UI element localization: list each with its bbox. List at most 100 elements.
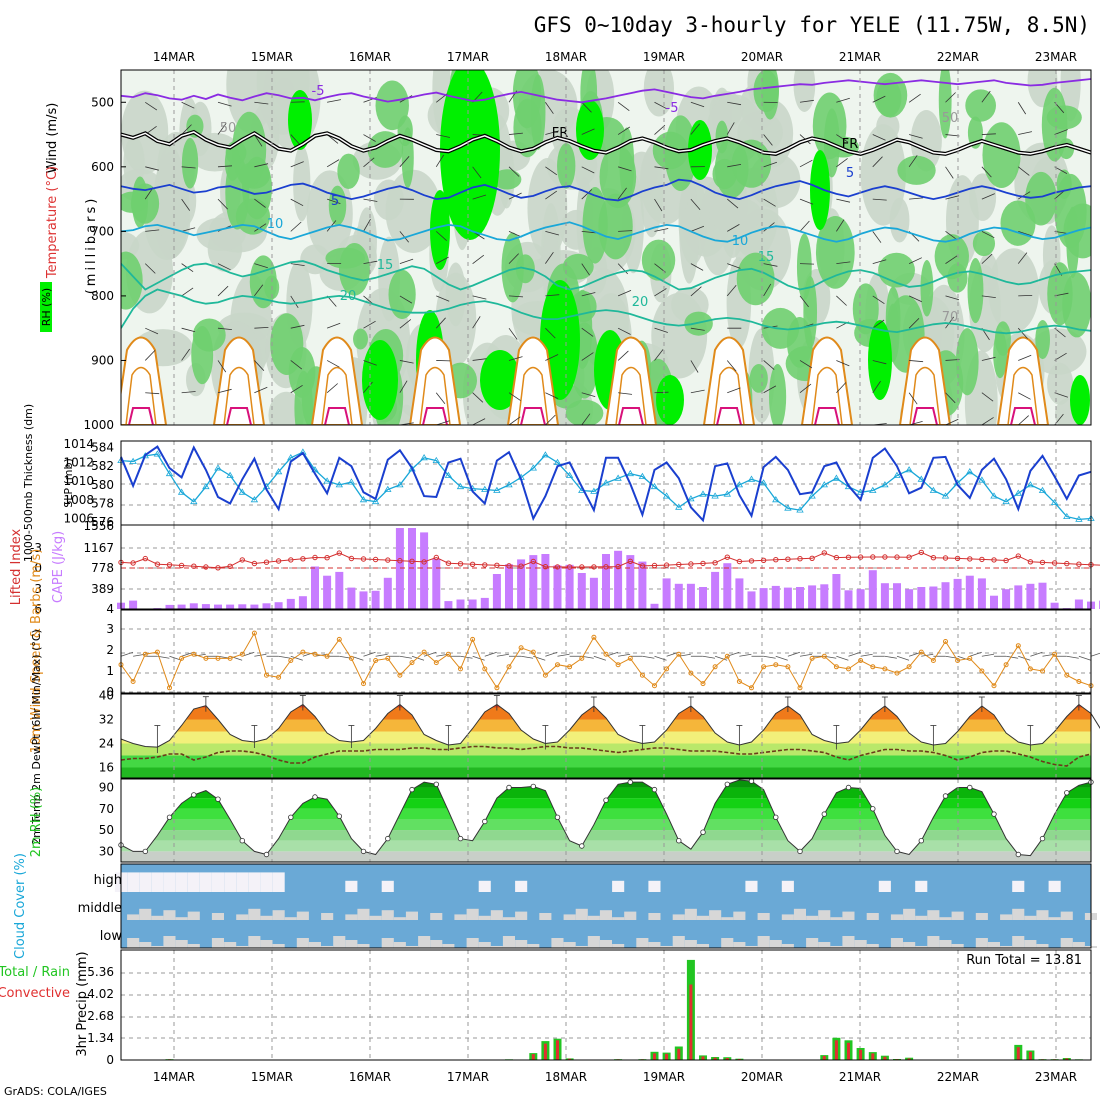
bl-cone-inner <box>713 366 745 425</box>
wind-barb <box>472 358 487 361</box>
bl-cone-hot <box>226 407 252 425</box>
rh-saturated <box>810 150 830 230</box>
wind-barb <box>435 231 447 241</box>
wind-barb <box>1090 328 1091 329</box>
wind-speed-point <box>688 670 694 676</box>
lifted-index-point <box>336 550 342 556</box>
rh-shade <box>920 259 934 317</box>
wind-barb-10m <box>593 655 607 661</box>
wind-barb-10m <box>787 651 801 657</box>
wind-barb <box>945 255 958 264</box>
wind-barb <box>326 198 341 204</box>
rh-shade <box>753 70 779 113</box>
precip-conv-bar <box>871 1053 875 1060</box>
rh-point <box>433 781 439 787</box>
cape-bar <box>553 565 562 609</box>
lifted-index-point <box>748 558 755 564</box>
upper-air-field: -5 -5 FR FR 5 5 10 10 15 15 20 20 50 50 70 <box>121 70 1091 425</box>
cape-bar <box>589 577 598 609</box>
precip-tick: 4.02 <box>87 987 114 1001</box>
lifted-index-point <box>906 554 912 560</box>
thickness-point <box>626 469 635 477</box>
wind-speed-point <box>858 658 864 663</box>
wind-barb-10m <box>848 651 861 657</box>
cape-bar <box>771 585 780 609</box>
cloud-cell <box>405 946 418 948</box>
wind-barb <box>217 263 231 271</box>
li-ylabel: Lifted Index <box>9 528 24 605</box>
wind-barb <box>472 316 481 329</box>
rh-point <box>797 848 803 855</box>
wind-barb-10m <box>363 651 376 657</box>
lifted-index-point <box>894 554 900 560</box>
rh-shade <box>709 197 763 233</box>
wind-speed-point <box>979 668 985 674</box>
cloud-cell <box>515 940 528 948</box>
wind-barb <box>181 391 196 394</box>
wind-barb <box>181 327 196 333</box>
wind-barb <box>508 132 523 135</box>
lifted-index-point <box>821 550 827 556</box>
cape-bar <box>359 591 368 609</box>
wind-barb-10m <box>739 653 752 657</box>
lifted-index-point <box>494 562 500 568</box>
precip-frame <box>120 949 1092 1061</box>
li-tick: 0 <box>34 561 42 575</box>
thickness-point <box>675 503 683 510</box>
rh-shade <box>1047 362 1074 405</box>
wind-barb <box>763 161 778 168</box>
top-date-label: 14MAR <box>153 50 195 64</box>
precip-conv-bar <box>665 1053 669 1060</box>
wind-barb-10m <box>472 655 485 661</box>
cloud-cell <box>721 917 734 920</box>
wind-barb <box>836 261 851 265</box>
wind-barb <box>508 356 523 361</box>
lifted-index-point <box>154 561 161 567</box>
wind-speed-point <box>615 662 621 668</box>
cloud-cell <box>272 910 285 920</box>
wind-barb <box>1018 191 1031 200</box>
rh-point <box>312 794 318 800</box>
lifted-index-point <box>312 554 318 561</box>
thickness-point <box>335 481 344 488</box>
lifted-index-point <box>991 557 997 563</box>
cloud-cell <box>781 914 794 920</box>
rh-point <box>360 848 367 855</box>
wind-barb <box>872 198 887 201</box>
thickness-point <box>638 472 647 479</box>
cape-bar <box>274 602 283 609</box>
cloud-cell <box>369 915 382 920</box>
cape-bar <box>735 578 744 609</box>
bl-cone-hot <box>814 407 840 425</box>
lifted-index-point <box>397 558 403 564</box>
cape-bar <box>868 570 877 609</box>
thickness-tick: 576 <box>91 515 114 529</box>
cloud-cell <box>478 880 491 892</box>
cape-bar <box>505 564 513 609</box>
cape-bar <box>614 550 623 609</box>
cape-ylabel: CAPE (J/kg) <box>51 531 66 603</box>
temp-ylabel: 2m Temp 2m DewPt (6hr Min/Max) (°C) <box>30 629 43 845</box>
cloud-cell <box>139 942 152 948</box>
wind-barb <box>1018 295 1033 297</box>
cape-bar <box>432 558 441 609</box>
rh-band <box>121 851 1091 862</box>
cape-bar <box>262 603 271 609</box>
wind-barb <box>872 134 886 141</box>
contour-label: 20 <box>340 289 357 304</box>
cape-bar <box>990 595 998 609</box>
wind-speed-point <box>967 655 973 661</box>
cloud-cell <box>187 911 200 920</box>
lifted-index-point <box>433 554 439 561</box>
rh-point <box>918 838 924 844</box>
wind-barb <box>217 285 229 297</box>
rh-shade <box>582 187 608 264</box>
cloud-cell <box>1024 940 1037 948</box>
thickness-point <box>250 496 259 503</box>
cloud-cell <box>151 946 164 948</box>
wind-barb <box>581 292 596 297</box>
wind-barb <box>581 352 594 361</box>
cloud-cell <box>612 880 625 892</box>
cloud-cell <box>466 908 479 920</box>
thickness-point <box>990 492 998 499</box>
